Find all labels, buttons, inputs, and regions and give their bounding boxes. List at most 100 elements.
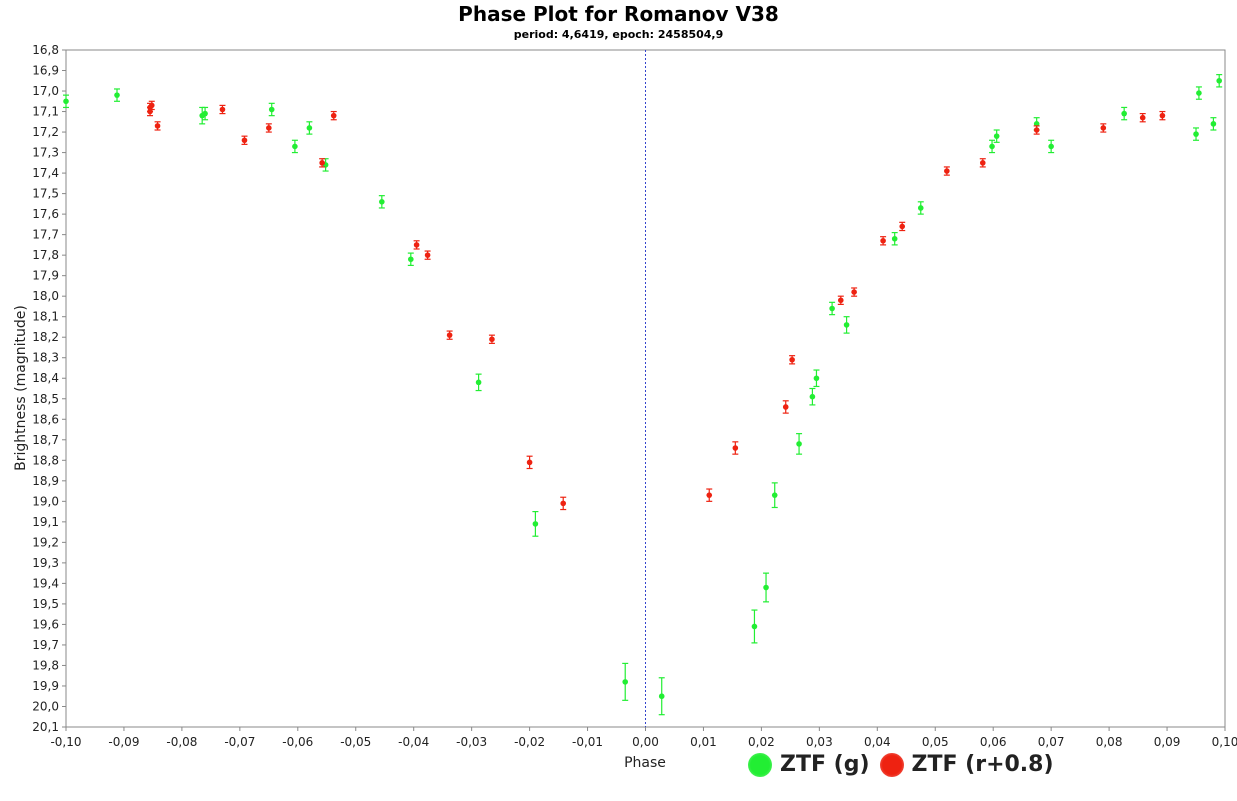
red-dot-icon xyxy=(879,752,904,777)
data-marker xyxy=(751,623,758,630)
y-tick-label: 18,5 xyxy=(32,392,59,406)
x-tick-label: -0,06 xyxy=(282,735,313,749)
data-point-r xyxy=(560,496,567,511)
data-point-g xyxy=(113,88,120,102)
data-point-g xyxy=(989,139,996,154)
data-marker xyxy=(917,205,924,211)
data-point-r xyxy=(424,250,431,260)
y-tick-label: 19,7 xyxy=(32,638,59,652)
data-point-g xyxy=(1210,117,1217,131)
data-marker xyxy=(532,521,539,527)
data-point-r xyxy=(1159,110,1166,121)
data-marker xyxy=(1033,121,1040,127)
data-point-g xyxy=(751,609,758,644)
data-marker xyxy=(1210,121,1217,127)
data-marker xyxy=(489,336,495,343)
data-marker xyxy=(771,492,778,498)
data-marker xyxy=(446,332,453,338)
data-point-r xyxy=(241,135,248,145)
y-tick-label: 17,4 xyxy=(32,166,59,180)
data-point-r xyxy=(782,400,789,414)
y-tick-label: 19,8 xyxy=(32,658,59,672)
data-point-g xyxy=(813,369,820,388)
data-marker xyxy=(266,125,272,131)
y-tick-label: 17,8 xyxy=(32,248,59,262)
y-tick-label: 18,7 xyxy=(32,433,59,447)
data-marker xyxy=(413,242,420,248)
data-point-g xyxy=(378,195,385,209)
data-point-r xyxy=(330,110,337,121)
data-marker xyxy=(809,393,816,400)
x-tick-label: 0,06 xyxy=(980,735,1007,749)
y-tick-label: 19,3 xyxy=(32,556,59,570)
chart-subtitle: period: 4,6419, epoch: 2458504,9 xyxy=(513,28,724,41)
legend-label-r: ZTF (r+0.8) xyxy=(911,752,1054,777)
data-point-g xyxy=(1193,127,1200,141)
data-marker xyxy=(944,168,950,174)
data-point-g xyxy=(407,252,414,267)
data-point-r xyxy=(319,158,326,168)
data-marker xyxy=(1159,112,1166,119)
data-marker xyxy=(1216,77,1223,84)
data-point-g xyxy=(658,677,665,716)
data-marker xyxy=(782,404,789,410)
x-tick-label: 0,01 xyxy=(690,735,717,749)
data-marker xyxy=(319,160,325,166)
x-tick-label: -0,08 xyxy=(166,735,197,749)
y-tick-label: 18,8 xyxy=(32,453,59,467)
data-marker xyxy=(989,143,995,150)
y-tick-label: 19,0 xyxy=(32,494,59,508)
data-marker xyxy=(1100,125,1107,131)
data-point-r xyxy=(1033,125,1040,135)
data-marker xyxy=(899,223,906,230)
data-point-r xyxy=(1139,112,1146,123)
data-point-r xyxy=(837,295,844,305)
data-point-r xyxy=(979,158,986,168)
legend-item-r: ZTF (r+0.8) xyxy=(879,752,1054,777)
x-tick-label: 0,04 xyxy=(864,735,891,749)
data-point-r xyxy=(732,441,739,455)
data-marker xyxy=(796,441,802,447)
data-marker xyxy=(891,235,898,242)
data-marker xyxy=(732,445,739,451)
data-marker xyxy=(1193,131,1199,137)
data-marker xyxy=(993,133,1000,139)
data-marker xyxy=(241,137,248,144)
y-tick-label: 17,6 xyxy=(32,207,59,221)
data-marker xyxy=(306,125,313,131)
data-point-g xyxy=(202,106,209,121)
x-axis-label: Phase xyxy=(624,755,666,771)
data-point-g xyxy=(306,121,313,135)
data-point-g xyxy=(829,301,836,316)
data-marker xyxy=(1048,143,1054,150)
y-tick-label: 18,9 xyxy=(32,474,59,488)
x-tick-label: 0,00 xyxy=(632,735,659,749)
x-tick-label: -0,10 xyxy=(50,735,81,749)
data-marker xyxy=(789,356,795,363)
data-point-r xyxy=(488,334,495,344)
y-tick-label: 17,9 xyxy=(32,269,59,283)
data-marker xyxy=(658,693,665,700)
data-point-r xyxy=(880,236,887,246)
data-marker xyxy=(268,106,275,113)
y-tick-label: 16,9 xyxy=(32,64,59,78)
data-marker xyxy=(1121,110,1127,117)
data-point-r xyxy=(899,221,906,232)
data-marker xyxy=(829,305,835,312)
data-point-g xyxy=(843,316,850,334)
legend-label-g: ZTF (g) xyxy=(780,752,870,777)
y-tick-label: 16,8 xyxy=(32,43,59,57)
x-tick-label: -0,03 xyxy=(456,735,487,749)
x-tick-label: 0,09 xyxy=(1154,735,1181,749)
data-point-g xyxy=(475,373,482,392)
y-tick-label: 19,9 xyxy=(32,679,59,693)
data-point-g xyxy=(809,387,816,406)
data-marker xyxy=(202,110,208,117)
data-point-g xyxy=(993,129,1000,143)
data-marker xyxy=(292,143,298,150)
data-point-g xyxy=(268,102,275,117)
y-tick-label: 19,1 xyxy=(32,515,59,529)
data-marker xyxy=(63,98,69,105)
data-point-r xyxy=(526,455,533,470)
x-tick-label: -0,07 xyxy=(224,735,255,749)
